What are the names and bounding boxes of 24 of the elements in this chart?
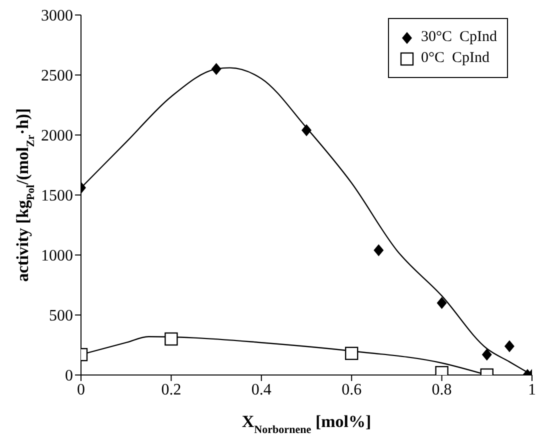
x-tick-label: 0.6: [342, 381, 362, 398]
point: [374, 244, 384, 256]
x-tick-label: 1: [528, 381, 536, 398]
y-tick-label: 2000: [41, 128, 73, 145]
y-tick-label: 500: [49, 308, 73, 325]
point: [302, 124, 312, 136]
y-tick-label: 0: [65, 368, 73, 385]
point: [436, 297, 447, 309]
y-tick-label: 3000: [41, 8, 73, 25]
point: [164, 332, 178, 346]
y-tick-label: 1000: [41, 248, 73, 265]
x-tick-label: 0.2: [161, 381, 182, 398]
y-tick-label: 1500: [41, 188, 73, 205]
x-axis-title: X$_{Norbornene}$ [mol%]: [242, 412, 372, 436]
y-tick-label: 2500: [41, 68, 73, 85]
point: [482, 348, 492, 361]
x-tick-label: 0.4: [251, 381, 272, 398]
point: [345, 346, 358, 360]
point: [211, 63, 222, 75]
legend-label: 30°C CpInd: [420, 29, 497, 46]
x-tick-label: 0: [77, 381, 85, 398]
legend-label: 0°C CpInd: [420, 50, 490, 67]
x-tick-label: 0.8: [432, 381, 452, 398]
point: [504, 340, 514, 352]
